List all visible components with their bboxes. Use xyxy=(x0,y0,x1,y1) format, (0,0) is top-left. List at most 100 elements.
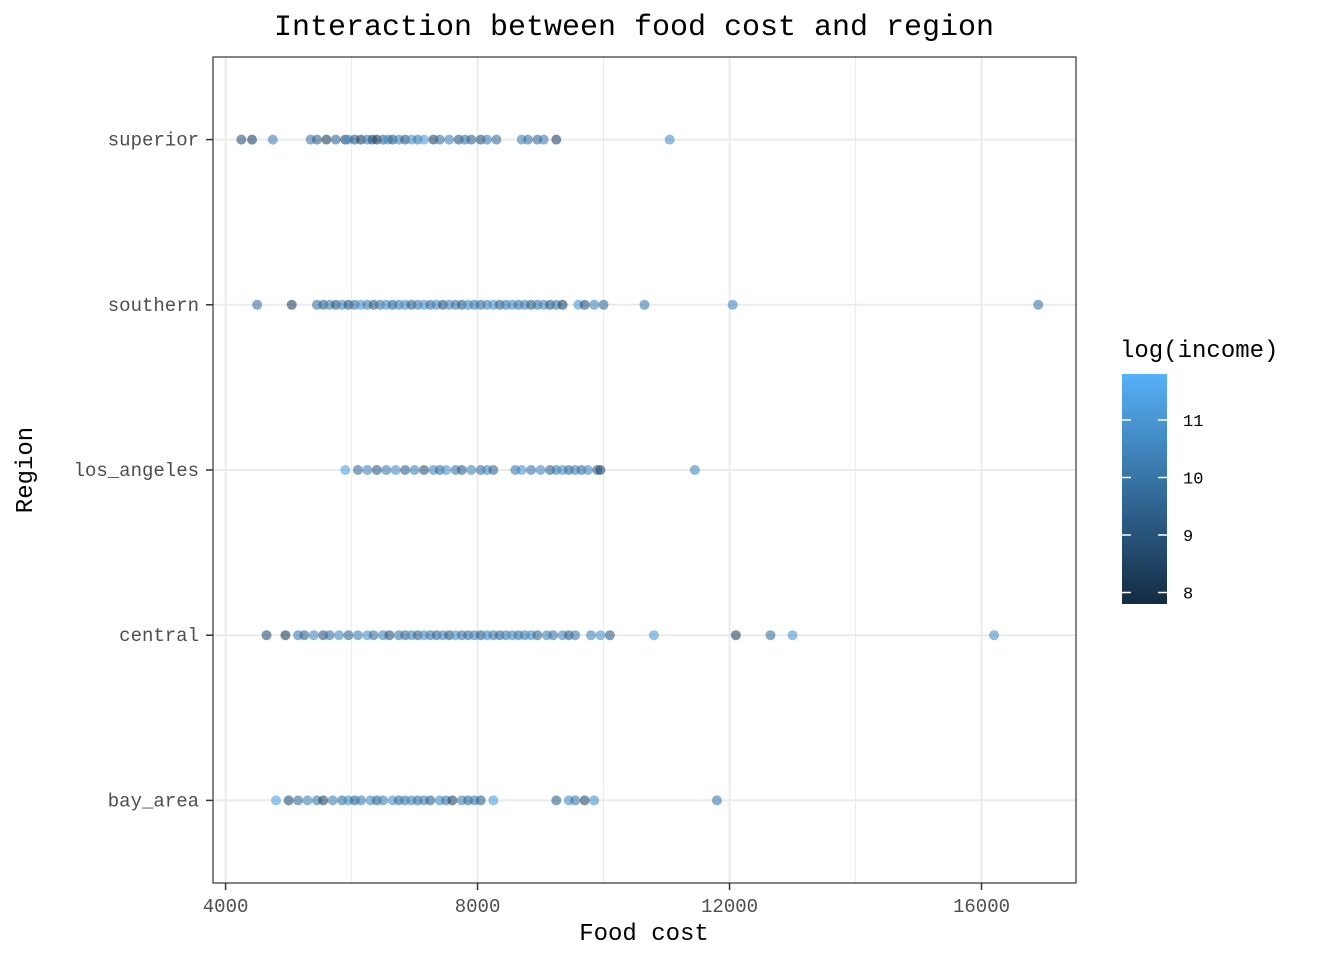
data-point xyxy=(589,795,600,806)
data-point xyxy=(308,630,319,641)
data-point xyxy=(270,795,281,806)
data-point xyxy=(293,795,304,806)
data-point xyxy=(604,630,615,641)
data-point xyxy=(441,465,452,475)
data-point xyxy=(362,465,373,475)
legend-title: log(income) xyxy=(1120,338,1278,365)
data-point xyxy=(419,465,430,475)
data-point xyxy=(356,795,367,806)
data-point xyxy=(236,134,247,145)
y-tick-label: southern xyxy=(108,295,199,317)
data-point xyxy=(570,795,581,806)
data-point xyxy=(371,465,382,475)
data-point xyxy=(252,299,263,310)
data-point xyxy=(711,795,722,806)
y-axis: bay_area central los_angeles southern superi… xyxy=(74,130,213,812)
data-point xyxy=(585,630,596,641)
y-tick-label: central xyxy=(119,625,199,647)
data-point xyxy=(280,630,291,641)
legend-ticks: 8 9 10 11 xyxy=(1122,413,1203,605)
data-point xyxy=(378,795,389,806)
data-point xyxy=(318,795,329,806)
x-tick-label: 8000 xyxy=(455,896,501,918)
data-point xyxy=(482,134,493,145)
data-point xyxy=(548,630,559,641)
data-point xyxy=(522,134,533,145)
data-point xyxy=(381,465,392,475)
data-point xyxy=(730,630,741,641)
x-axis: 4000 8000 12000 16000 xyxy=(203,883,1010,918)
data-point xyxy=(340,465,351,475)
data-point xyxy=(595,630,606,641)
data-point xyxy=(311,134,322,145)
data-point xyxy=(475,795,486,806)
data-point xyxy=(324,630,335,641)
data-point xyxy=(352,465,363,475)
data-point xyxy=(286,299,297,310)
data-point xyxy=(551,795,562,806)
data-point xyxy=(989,630,1000,641)
y-axis-title: Region xyxy=(13,427,40,513)
data-point xyxy=(538,134,549,145)
data-point xyxy=(551,134,562,145)
data-point xyxy=(787,630,798,641)
data-point xyxy=(456,465,467,475)
color-legend: log(income) 8 9 10 11 xyxy=(1120,338,1278,605)
data-point xyxy=(321,134,332,145)
legend-colorbar xyxy=(1122,374,1167,604)
data-point xyxy=(595,465,606,475)
data-point xyxy=(488,795,499,806)
y-tick-label: superior xyxy=(108,130,199,152)
legend-tick-label: 8 xyxy=(1183,586,1193,605)
x-axis-title: Food cost xyxy=(579,921,709,948)
data-point xyxy=(526,465,537,475)
data-point xyxy=(639,299,650,310)
data-point xyxy=(598,299,609,310)
data-point xyxy=(727,299,738,310)
data-point xyxy=(400,465,411,475)
data-points xyxy=(236,134,1044,806)
data-point xyxy=(390,465,401,475)
y-tick-label: los_angeles xyxy=(74,460,199,482)
data-point xyxy=(491,134,502,145)
data-point xyxy=(447,795,458,806)
chart-title: Interaction between food cost and region xyxy=(274,11,994,45)
data-point xyxy=(343,630,354,641)
data-point xyxy=(579,795,590,806)
data-point xyxy=(327,795,338,806)
data-point xyxy=(333,630,344,641)
data-point xyxy=(664,134,675,145)
data-point xyxy=(488,465,499,475)
legend-tick-label: 11 xyxy=(1183,413,1203,432)
data-point xyxy=(579,299,590,310)
data-point xyxy=(570,630,581,641)
data-point xyxy=(352,630,363,641)
data-point xyxy=(1033,299,1044,310)
data-point xyxy=(247,134,258,145)
data-point xyxy=(368,630,379,641)
data-point xyxy=(302,795,313,806)
data-point xyxy=(765,630,776,641)
legend-tick-label: 10 xyxy=(1183,471,1203,490)
data-point xyxy=(582,465,593,475)
data-point xyxy=(283,795,294,806)
data-point xyxy=(466,465,477,475)
data-point xyxy=(434,134,445,145)
data-point xyxy=(689,465,700,475)
data-point xyxy=(419,134,430,145)
data-point xyxy=(299,630,310,641)
x-tick-label: 12000 xyxy=(701,896,758,918)
data-point xyxy=(409,465,420,475)
data-point xyxy=(444,134,455,145)
data-point xyxy=(516,465,527,475)
data-point xyxy=(535,465,546,475)
data-point xyxy=(330,134,341,145)
data-point xyxy=(589,299,600,310)
x-tick-label: 4000 xyxy=(203,896,249,918)
data-point xyxy=(532,630,543,641)
data-point xyxy=(557,299,568,310)
data-point xyxy=(267,134,278,145)
data-point xyxy=(425,795,436,806)
data-point xyxy=(648,630,659,641)
